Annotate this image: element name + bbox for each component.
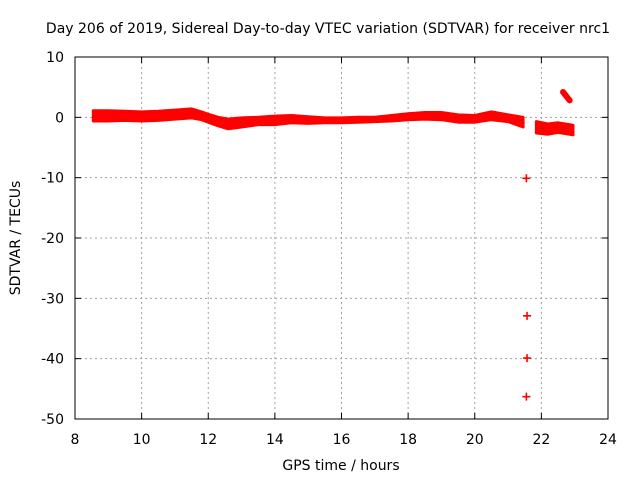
y-tick-label: -10 xyxy=(41,171,64,187)
x-tick-label: 10 xyxy=(133,432,151,448)
data-point xyxy=(523,354,532,363)
data-band xyxy=(534,120,575,137)
data-point xyxy=(522,392,531,401)
y-tick-label: 10 xyxy=(46,50,64,66)
y-tick-label: -50 xyxy=(41,412,64,428)
y-axis-label: SDTVAR / TECUs xyxy=(8,181,24,296)
y-tick-label: 0 xyxy=(55,110,64,126)
x-tick-label: 24 xyxy=(599,432,617,448)
axis-ticks: 8 10 12 14 16 18 20 22 24 10 0 -10 -20 -30 -40 -50 xyxy=(41,50,617,448)
series-sdtvar xyxy=(91,88,575,401)
x-tick-label: 8 xyxy=(71,432,80,448)
x-tick-label: 16 xyxy=(333,432,351,448)
y-tick-label: -40 xyxy=(41,352,64,368)
x-tick-label: 18 xyxy=(399,432,417,448)
x-tick-label: 22 xyxy=(532,432,550,448)
data-point xyxy=(523,311,532,320)
y-tick-label: -30 xyxy=(41,291,64,307)
chart-title: Day 206 of 2019, Sidereal Day-to-day VTE… xyxy=(46,21,610,37)
x-tick-label: 20 xyxy=(466,432,484,448)
data-streak xyxy=(560,88,573,104)
x-tick-label: 14 xyxy=(266,432,284,448)
x-tick-label: 12 xyxy=(199,432,217,448)
data-band xyxy=(91,107,525,131)
data-point xyxy=(522,174,531,183)
y-tick-label: -20 xyxy=(41,231,64,247)
x-axis-label: GPS time / hours xyxy=(282,458,399,474)
